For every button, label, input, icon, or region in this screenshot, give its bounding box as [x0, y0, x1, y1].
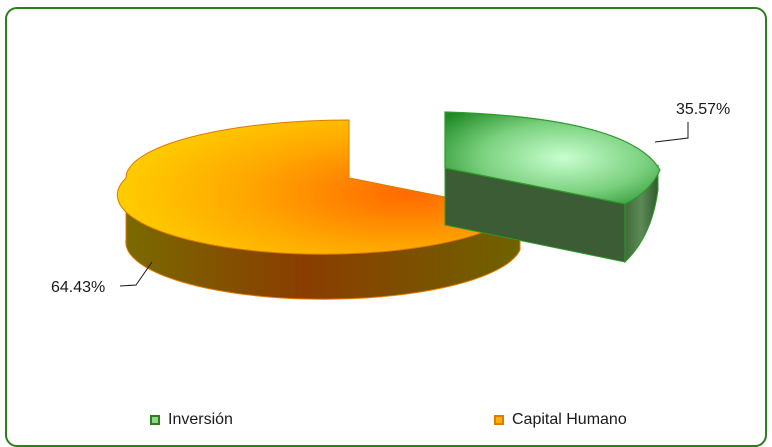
label-capital-humano: 64.43% [51, 279, 105, 296]
label-inversion: 35.57% [676, 101, 730, 118]
legend-label-inversion: Inversión [168, 411, 233, 428]
slice-inversion [444, 111, 661, 264]
pie-chart: 35.57% 64.43% [51, 101, 730, 300]
slice-inversion-top [444, 111, 661, 205]
legend-item-capital-humano: Capital Humano [494, 410, 627, 430]
slice-capital-humano [116, 119, 522, 300]
legend-item-inversion: Inversión [150, 410, 233, 430]
slice-capital-humano-top [116, 119, 522, 255]
leader-line-capital-humano [119, 261, 153, 287]
leader-line-inversion [654, 122, 689, 143]
legend-swatch-capital-humano [494, 415, 504, 425]
data-label-inversion: 35.57% [654, 101, 730, 143]
legend-swatch-inversion [150, 415, 160, 425]
legend-label-capital-humano: Capital Humano [512, 411, 627, 428]
data-label-capital-humano: 64.43% [51, 261, 153, 296]
